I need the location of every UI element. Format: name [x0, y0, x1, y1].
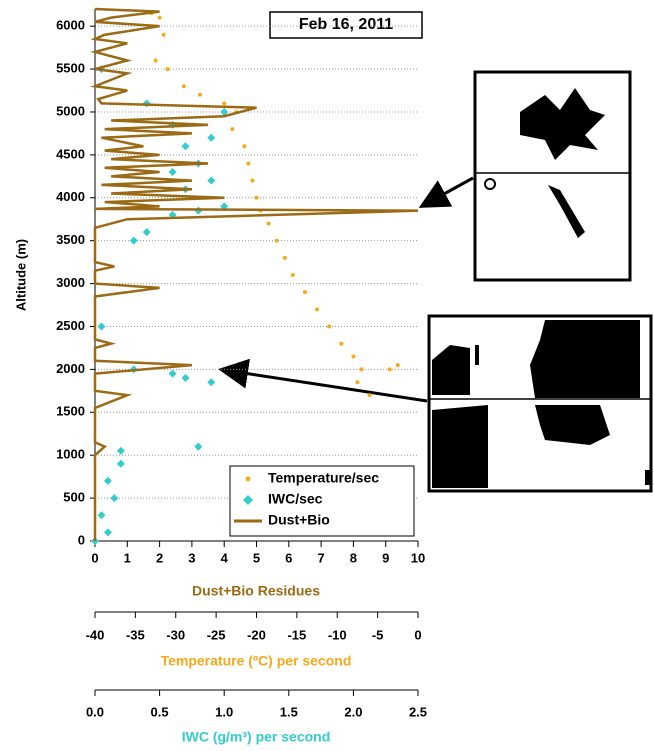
x2-tick-label: -35 [126, 627, 145, 642]
x3-tick-label: 1.0 [215, 704, 233, 719]
iwc-point [117, 447, 125, 455]
iwc-point [169, 168, 177, 176]
legend-marker [246, 477, 251, 482]
iwc-point [143, 228, 151, 236]
temperature-point [230, 127, 234, 131]
iwc-point [207, 177, 215, 185]
y-tick-label: 2000 [56, 361, 85, 376]
x2-tick-label: -25 [207, 627, 226, 642]
x-tick-label: 3 [188, 550, 195, 565]
arrow [224, 370, 427, 401]
temperature-point [291, 273, 295, 277]
x2-tick-label: -20 [247, 627, 266, 642]
x2-tick-label: -40 [86, 627, 105, 642]
x-tick-label: 6 [285, 550, 292, 565]
x3-tick-label: 0.5 [151, 704, 169, 719]
temperature-point [339, 342, 343, 346]
temperature-point [351, 355, 355, 359]
x2-tick-label: 0 [414, 627, 421, 642]
temperature-point [255, 196, 259, 200]
temperature-point [368, 393, 372, 397]
x3-tick-label: 0.0 [86, 704, 104, 719]
y-tick-label: 4000 [56, 189, 85, 204]
temperature-point [158, 16, 162, 20]
image-inset-2 [429, 316, 651, 491]
temperature-point [275, 239, 279, 243]
x2-tick-label: -5 [372, 627, 384, 642]
arrow [424, 178, 473, 205]
temperature-point [198, 93, 202, 97]
y-tick-label: 5000 [56, 103, 85, 118]
temperature-point [182, 84, 186, 88]
x2-axis-title: Temperature (ºC) per second [161, 653, 352, 669]
x-tick-label: 1 [124, 550, 131, 565]
iwc-point [181, 142, 189, 150]
legend-label: Dust+Bio [268, 512, 330, 528]
iwc-point [194, 443, 202, 451]
annotation: Feb 16, 2011 [299, 16, 393, 33]
x-tick-label: 9 [382, 550, 389, 565]
temperature-point [250, 179, 254, 183]
x-axis-title: Dust+Bio Residues [192, 583, 320, 599]
iwc-point [130, 237, 138, 245]
temperature-point [242, 144, 246, 148]
y-tick-label: 1500 [56, 404, 85, 419]
x-tick-label: 5 [253, 550, 260, 565]
temperature-point [222, 101, 226, 105]
iwc-point [110, 494, 118, 502]
y-tick-label: 1000 [56, 447, 85, 462]
y-axis-title: Altitude (m) [13, 239, 28, 311]
iwc-point [97, 511, 105, 519]
temperature-point [303, 290, 307, 294]
temperature-point [327, 324, 331, 328]
temperature-point [267, 222, 271, 226]
temperature-point [359, 367, 363, 371]
chart: Feb 16, 2011 Altitude (m) Dust+Bio Resid… [0, 0, 654, 751]
x-tick-label: 2 [156, 550, 163, 565]
y-tick-label: 5500 [56, 61, 85, 76]
temperature-point [154, 58, 158, 62]
x3-tick-label: 1.5 [280, 704, 298, 719]
temperature-point [355, 380, 359, 384]
image-inset-1 [475, 72, 630, 280]
x-tick-label: 10 [411, 550, 425, 565]
x-tick-label: 7 [317, 550, 324, 565]
iwc-point [181, 374, 189, 382]
x-tick-label: 8 [350, 550, 357, 565]
temperature-point [283, 256, 287, 260]
x3-axis-title: IWC (g/m³) per second [182, 729, 331, 745]
temperature-point [162, 33, 166, 37]
dust-line [95, 9, 418, 541]
iwc-point [97, 322, 105, 330]
y-tick-label: 500 [63, 490, 85, 505]
y-tick-label: 2500 [56, 318, 85, 333]
y-tick-label: 3500 [56, 232, 85, 247]
y-tick-label: 4500 [56, 146, 85, 161]
x3-tick-label: 2.5 [409, 704, 427, 719]
iwc-point [169, 370, 177, 378]
series [95, 9, 418, 541]
iwc-point [104, 528, 112, 536]
x3-tick-label: 2.0 [344, 704, 362, 719]
x-tick-label: 0 [91, 550, 98, 565]
iwc-point [117, 460, 125, 468]
iwc-point [207, 134, 215, 142]
temperature-point [246, 161, 250, 165]
iwc-point [207, 378, 215, 386]
x-tick-label: 4 [221, 550, 229, 565]
temperature-point [166, 67, 170, 71]
y-tick-label: 6000 [56, 18, 85, 33]
iwc-point [104, 477, 112, 485]
temperature-point [396, 363, 400, 367]
x2-tick-label: -30 [166, 627, 185, 642]
temperature-point [388, 367, 392, 371]
x2-tick-label: -15 [287, 627, 306, 642]
y-tick-label: 0 [78, 532, 85, 547]
y-tick-label: 3000 [56, 275, 85, 290]
temperature-point [315, 307, 319, 311]
legend-label: Temperature/sec [268, 470, 379, 486]
legend-label: IWC/sec [268, 491, 323, 507]
x2-tick-label: -10 [328, 627, 347, 642]
